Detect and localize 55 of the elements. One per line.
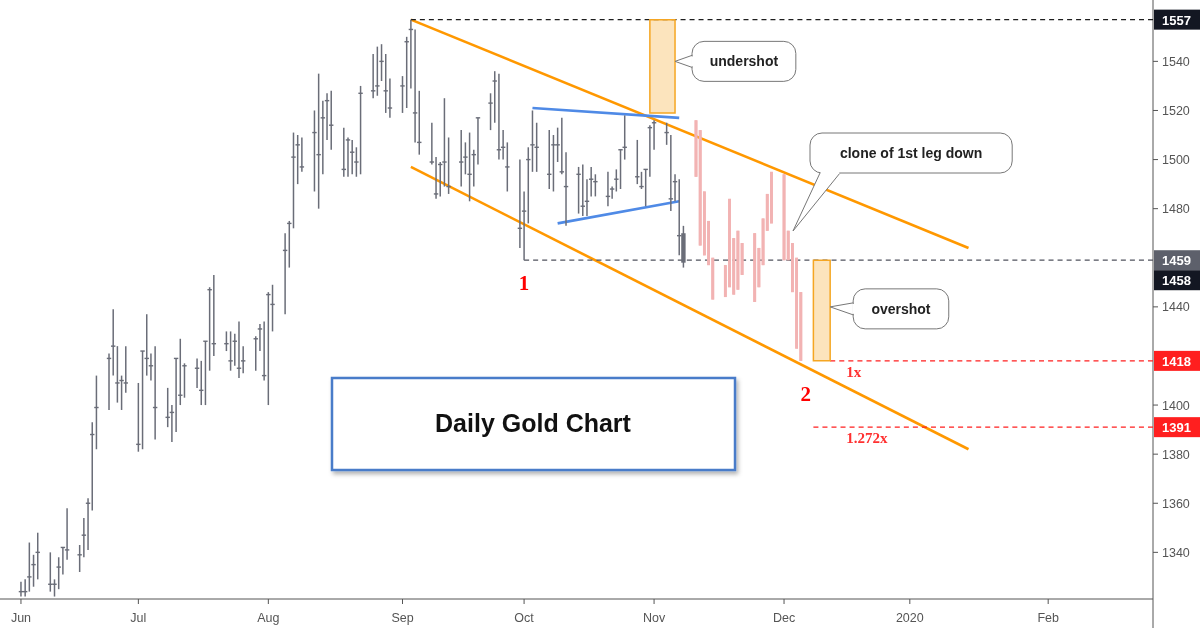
- candlestick: [459, 129, 464, 188]
- candlestick: [740, 241, 744, 277]
- annotation: 2: [800, 381, 812, 406]
- x-tick-label: Dec: [772, 611, 796, 625]
- candlestick: [370, 53, 376, 99]
- candlestick: [668, 134, 674, 212]
- candlestick: [505, 141, 510, 193]
- x-tick-label: Oct: [514, 611, 535, 625]
- y-tick-label: 1340: [1162, 545, 1190, 560]
- annotation: clone of 1st leg down: [839, 145, 983, 161]
- candlestick: [375, 45, 380, 97]
- candlestick: [736, 229, 740, 292]
- annotation: 1: [518, 271, 530, 296]
- candlestick: [412, 28, 418, 144]
- y-tick-label: 1360: [1162, 496, 1190, 511]
- candlestick: [228, 330, 233, 372]
- x-tick-label: Nov: [642, 611, 666, 625]
- text: 1458: [1162, 273, 1191, 289]
- annotation: 1391: [1162, 420, 1191, 436]
- y-tick-label: 1380: [1162, 447, 1190, 462]
- candlestick: [299, 136, 305, 173]
- text: Daily Gold Chart: [435, 409, 632, 437]
- candlestick: [383, 53, 388, 114]
- candlestick: [433, 156, 439, 200]
- y-tick-label: 1520: [1162, 103, 1190, 118]
- candlestick: [111, 308, 116, 377]
- candlestick: [530, 109, 535, 173]
- annotation: 1418: [1162, 353, 1191, 369]
- y-tick-label: 1480: [1162, 202, 1190, 217]
- y-tick-label: 1440: [1162, 300, 1190, 315]
- y-tick-label: 1400: [1162, 398, 1190, 413]
- annotation: 1459: [1162, 253, 1191, 269]
- x-tick-label: Feb: [1037, 611, 1059, 625]
- x-tick-label: Aug: [257, 611, 280, 625]
- candlestick: [753, 231, 757, 304]
- candlestick: [782, 172, 786, 262]
- annotation: undershot: [709, 53, 779, 70]
- annotation: 1557: [1162, 12, 1191, 28]
- annotation: 1x: [846, 363, 862, 380]
- annotation: overshot: [871, 300, 931, 317]
- y-tick-label: 1500: [1162, 153, 1190, 168]
- candlestick: [123, 345, 128, 394]
- x-tick-label: Jun: [10, 611, 32, 625]
- candlestick: [761, 217, 765, 267]
- x-tick-label: Sep: [391, 611, 414, 625]
- annotation: 1.272x: [846, 430, 888, 447]
- candlestick: [475, 117, 481, 166]
- candlestick: [291, 131, 296, 230]
- y-tick-label: 1540: [1162, 54, 1190, 69]
- x-tick-label: Jul: [130, 611, 147, 625]
- candlestick: [694, 118, 698, 179]
- candlestick: [27, 541, 32, 593]
- candlestick: [387, 77, 393, 119]
- candlestick: [551, 134, 556, 193]
- x-tick-label: 2020: [895, 611, 924, 625]
